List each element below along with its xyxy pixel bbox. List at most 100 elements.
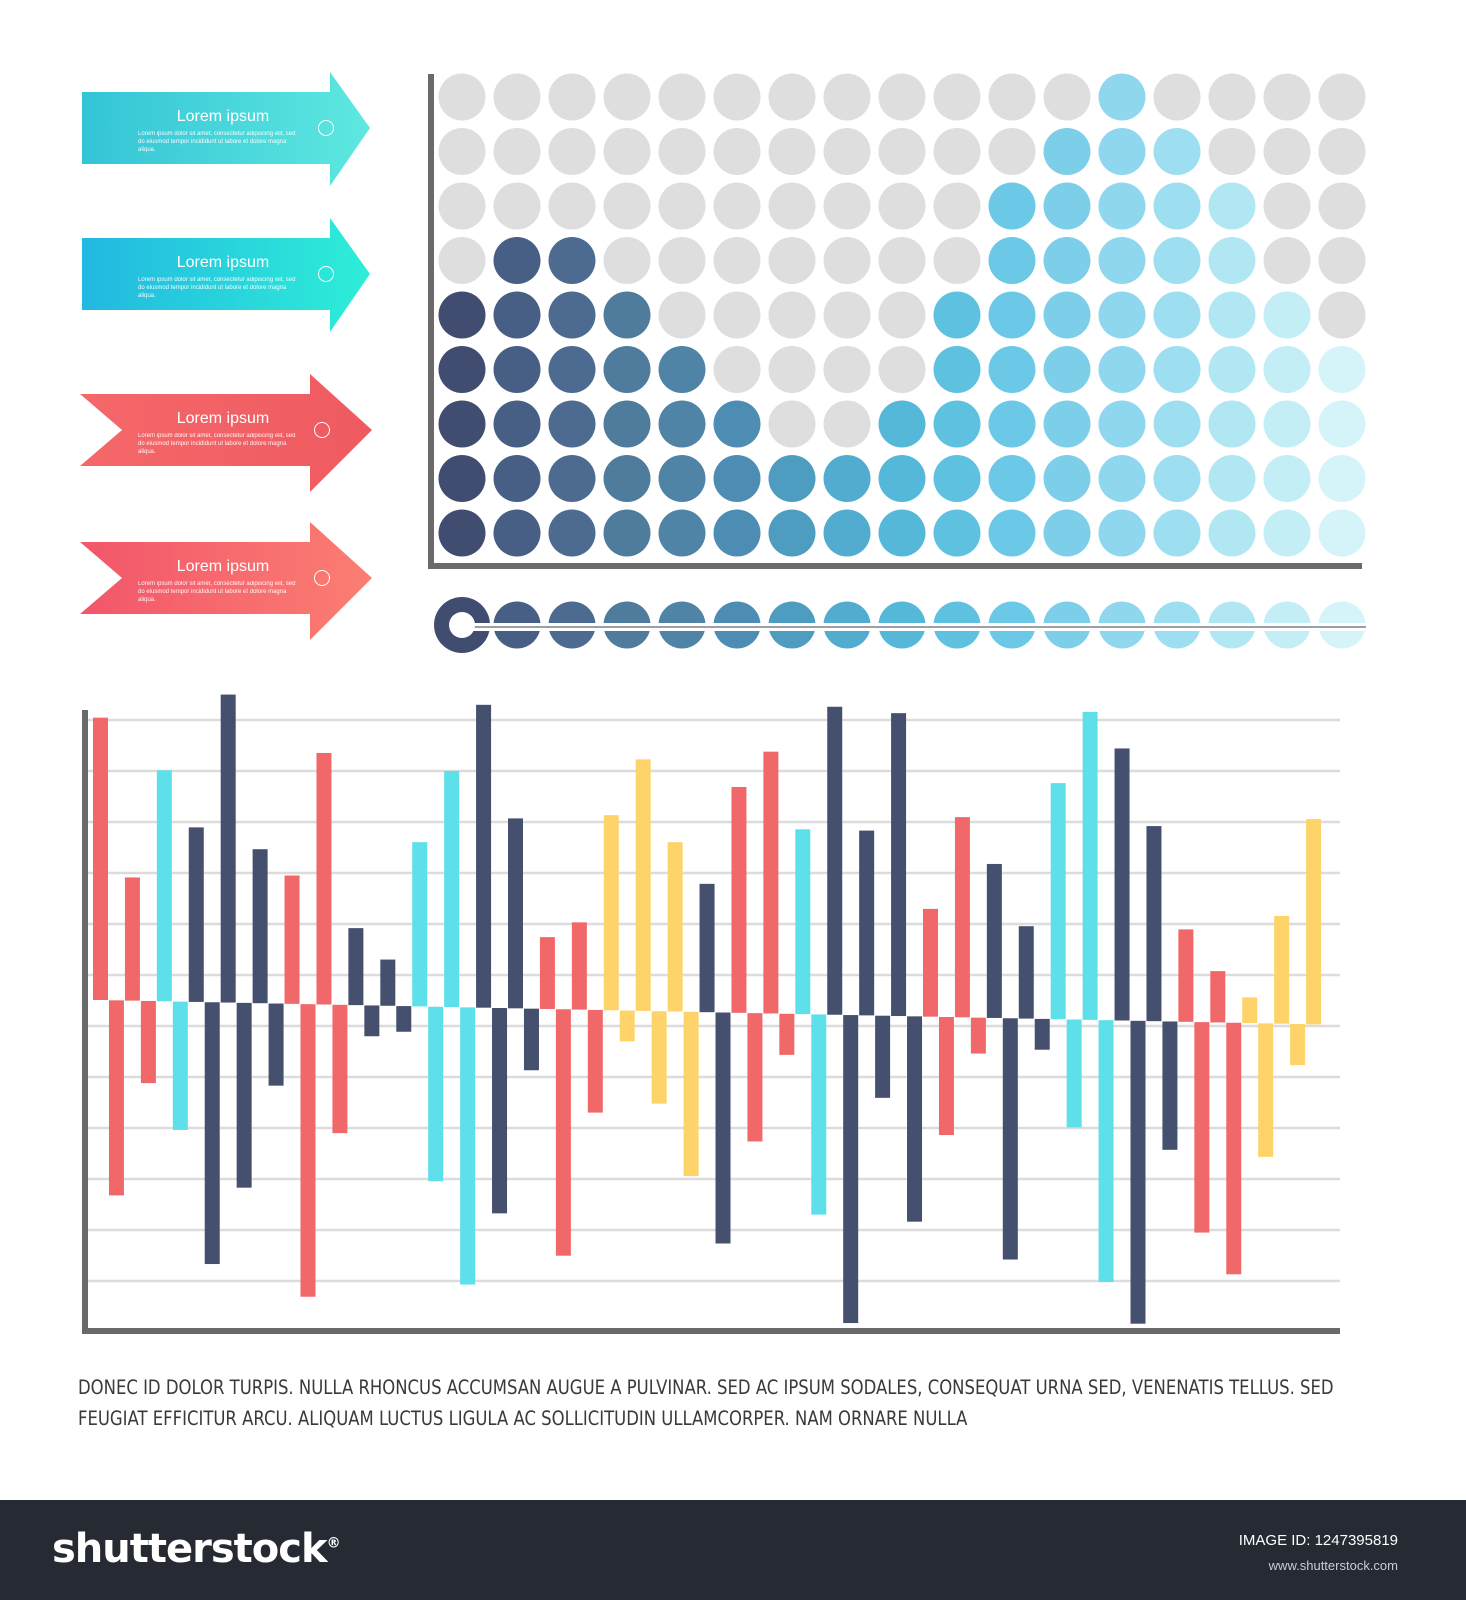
dot-active (1208, 346, 1256, 393)
bar (1274, 915, 1290, 1024)
bar (172, 1001, 188, 1130)
dot-active (988, 400, 1036, 448)
bar (843, 1015, 859, 1324)
dot-active (1098, 73, 1146, 121)
footer-url[interactable]: www.shutterstock.com (1268, 1558, 1398, 1573)
bar (204, 1002, 220, 1265)
dot-active (823, 455, 871, 502)
dot-active (768, 509, 816, 557)
dot-active (1208, 237, 1256, 284)
bar (396, 1006, 412, 1032)
dot-active (1318, 346, 1366, 393)
bar (1258, 1023, 1274, 1157)
bar (364, 1005, 380, 1037)
arrow-body-text: Lorem ipsum dolor sit amet, consectetur … (138, 433, 296, 455)
dot-active (878, 509, 926, 557)
dot-inactive (438, 182, 486, 230)
bar (124, 877, 140, 1001)
bar (1018, 926, 1034, 1019)
dot-inactive (823, 291, 871, 339)
dot-active (493, 400, 541, 448)
arrow-title: Lorem ipsum (176, 410, 270, 427)
dot-active (1153, 400, 1201, 448)
dot-inactive (878, 73, 926, 121)
bar (300, 1004, 316, 1297)
dot-active (988, 346, 1036, 393)
dot-inactive (768, 128, 816, 175)
dot-active (1263, 509, 1311, 557)
bar (603, 815, 619, 1011)
dot-active (988, 509, 1036, 557)
bar (1162, 1021, 1178, 1150)
dot-inactive (768, 73, 816, 121)
bar (986, 863, 1002, 1018)
dot-active (933, 346, 981, 393)
bar (731, 786, 747, 1013)
dot-active (1153, 291, 1201, 339)
dot-inactive (658, 237, 706, 284)
dot-active (713, 509, 761, 557)
dot-inactive (768, 400, 816, 448)
bar (587, 1009, 603, 1113)
dot-inactive (988, 128, 1036, 175)
arrow-banners: Lorem ipsum Lorem ipsum dolor sit amet, c… (0, 0, 400, 680)
dot-inactive (1318, 73, 1366, 121)
dot-active (713, 455, 761, 502)
bar (891, 713, 907, 1017)
dot-active (1318, 455, 1366, 502)
dot-active (493, 509, 541, 557)
arrow-title: Lorem ipsum (176, 108, 270, 125)
bar (779, 1013, 795, 1055)
image-id-label: IMAGE ID: 1247395819 (1238, 1532, 1398, 1549)
bar (492, 1008, 508, 1214)
dot-active (1043, 509, 1091, 557)
dot-inactive (1318, 182, 1366, 230)
dot-active (768, 455, 816, 502)
dot-active (1153, 128, 1201, 175)
bar (1178, 929, 1194, 1022)
dot-active (1153, 182, 1201, 230)
slider-handle[interactable] (449, 612, 475, 638)
dot-inactive (1208, 128, 1256, 175)
dot-active (1098, 291, 1146, 339)
bar (763, 751, 779, 1014)
footer-logo-mark: ® (326, 1535, 341, 1552)
bar (970, 1017, 986, 1054)
bar (555, 1009, 571, 1256)
dot-inactive (603, 73, 651, 121)
dot-active (493, 346, 541, 393)
bar (188, 827, 204, 1002)
bar (1066, 1019, 1082, 1128)
bar (539, 937, 555, 1009)
footer-logo[interactable]: shutterstock® (52, 1526, 341, 1572)
dot-inactive (933, 237, 981, 284)
bar (683, 1011, 699, 1177)
dot-inactive (1208, 73, 1256, 121)
bar (1002, 1018, 1018, 1260)
bar (1146, 826, 1162, 1022)
dot-active (1208, 400, 1256, 448)
dot-active (548, 455, 596, 502)
dot-inactive (1263, 237, 1311, 284)
arrow-body-text: Lorem ipsum dolor sit amet, consectetur … (138, 131, 296, 153)
dot-active (603, 509, 651, 557)
bar (476, 704, 492, 1008)
dot-active (878, 400, 926, 448)
bar (1306, 819, 1322, 1025)
dot-active (1263, 291, 1311, 339)
dot-matrix-chart (428, 73, 1370, 653)
dot-active (1153, 346, 1201, 393)
dot-active (933, 509, 981, 557)
dot-inactive (493, 128, 541, 175)
bar (715, 1012, 731, 1244)
dot-active (1043, 237, 1091, 284)
dot-inactive (548, 128, 596, 175)
dot-active (1098, 182, 1146, 230)
dot-inactive (713, 346, 761, 393)
bar (1034, 1018, 1050, 1050)
dot-inactive (493, 182, 541, 230)
dot-active (1153, 237, 1201, 284)
dot-active (933, 455, 981, 502)
dot-active (1208, 509, 1256, 557)
dot-active (493, 237, 541, 284)
